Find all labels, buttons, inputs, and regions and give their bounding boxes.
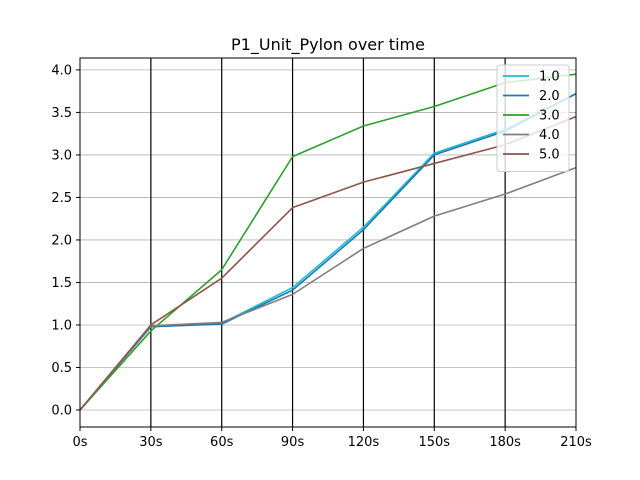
y-tick-label: 2.5 (51, 191, 72, 206)
y-tick-label: 1.5 (51, 276, 72, 291)
y-tick-label: 2.0 (51, 233, 72, 248)
legend-label-2.0: 2.0 (539, 89, 560, 104)
y-tick-label: 1.0 (51, 318, 72, 333)
legend: 1.0 2.0 3.0 4.0 5.0 (496, 64, 570, 172)
y-axis-ticks: 0.0 0.5 1.0 1.5 2.0 2.5 3.0 3.5 4.0 (51, 63, 80, 418)
x-tick-label: 120s (348, 435, 380, 450)
x-tick-label: 210s (560, 435, 592, 450)
x-tick-label: 180s (489, 435, 521, 450)
x-tick-label: 150s (418, 435, 450, 450)
chart-title: P1_Unit_Pylon over time (231, 35, 425, 55)
legend-label-1.0: 1.0 (539, 70, 560, 85)
x-axis-ticks: 0s 30s 60s 90s 120s 150s 180s 210s (72, 427, 592, 450)
vertical-time-lines (150, 58, 506, 427)
y-tick-label: 3.0 (51, 148, 72, 163)
x-tick-label: 60s (210, 435, 234, 450)
y-tick-label: 4.0 (51, 63, 72, 78)
x-tick-label: 0s (72, 435, 87, 450)
legend-box (496, 64, 570, 172)
plot-frame (79, 57, 577, 428)
legend-label-5.0: 5.0 (539, 148, 560, 163)
legend-label-4.0: 4.0 (539, 128, 560, 143)
legend-label-3.0: 3.0 (539, 109, 560, 124)
series-line-2.0 (79, 93, 577, 411)
y-tick-label: 0.0 (51, 403, 72, 418)
y-tick-label: 0.5 (51, 361, 72, 376)
x-tick-label: 30s (139, 435, 163, 450)
x-tick-label: 90s (281, 435, 305, 450)
series-line-3.0 (79, 73, 577, 411)
series-lines (79, 73, 577, 411)
series-line-4.0 (79, 166, 577, 411)
y-tick-label: 3.5 (51, 106, 72, 121)
series-line-5.0 (79, 115, 577, 411)
